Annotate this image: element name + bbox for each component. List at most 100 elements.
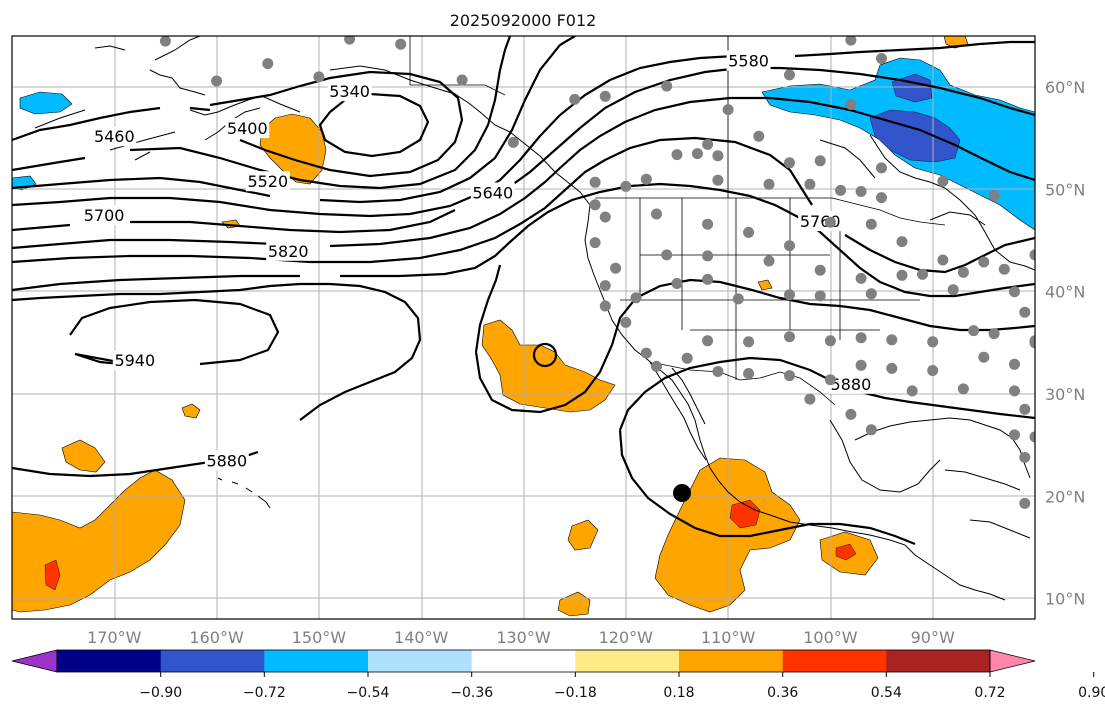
station-dot <box>865 218 877 230</box>
anomaly-region-small-2 <box>567 519 599 551</box>
colorbar-tick-label: 0.18 <box>663 685 694 701</box>
station-dot <box>1009 385 1020 397</box>
station-dot <box>743 336 755 348</box>
station-dot <box>1091 229 1102 240</box>
colorbar-segment <box>575 650 680 672</box>
station-dot <box>211 75 223 87</box>
anomaly-region-gulf-alaska <box>259 113 327 185</box>
station-dot <box>784 157 795 169</box>
longitude-tick-label: 110°W <box>701 628 756 647</box>
contour-label: 5400 <box>227 119 268 138</box>
station-dot <box>855 332 867 344</box>
colorbar-outline <box>56 649 991 673</box>
station-dot <box>1050 312 1061 323</box>
station-dot <box>784 370 795 382</box>
contour-label: 5340 <box>329 82 370 101</box>
station-dot <box>620 180 632 192</box>
contour-label-background <box>82 205 127 225</box>
colorbar-tick-label: 0.90 <box>1078 685 1105 701</box>
latitude-tick-labels: 10°N 20°N 30°N 40°N 50°N 60°N <box>1045 78 1085 608</box>
political-borders <box>409 36 946 406</box>
contour-label-background <box>726 50 771 71</box>
longitude-tick-label: 170°W <box>87 628 142 647</box>
station-dot <box>947 284 959 296</box>
station-dot <box>507 136 519 148</box>
colorbar-tick-label: 0.54 <box>871 685 902 701</box>
anomaly-region-small-1 <box>181 403 201 419</box>
station-dot <box>937 175 949 187</box>
colorbar-segment <box>679 650 784 672</box>
latitude-tick-label: 20°N <box>1045 487 1085 506</box>
colorbar-extend-low <box>11 649 58 673</box>
longitude-tick-labels: 170°W 160°W 150°W 140°W 130°W 120°W 110°W 100°W… <box>87 628 955 647</box>
station-dot <box>712 150 724 162</box>
contour-small-circle <box>532 342 558 368</box>
station-dot <box>599 211 611 223</box>
station-dot <box>681 352 693 364</box>
station-dot <box>876 53 887 64</box>
station-dot <box>1019 403 1031 415</box>
station-dot <box>651 360 662 372</box>
colorbar-segment <box>160 650 265 672</box>
colorbar: −0.90 −0.72 −0.54 −0.36 −0.18 0.18 0.36 0.54 0.7… <box>11 649 1105 701</box>
station-dot <box>845 408 857 420</box>
station-dot <box>1009 286 1020 298</box>
station-dot <box>640 173 652 185</box>
anomaly-region-small-7 <box>757 279 773 291</box>
station-dot <box>640 347 652 359</box>
station-dot <box>1009 429 1020 441</box>
station-dot <box>262 58 274 70</box>
station-dot <box>824 335 836 347</box>
station-dot <box>763 178 775 190</box>
contour-label: 5880 <box>831 375 872 394</box>
station-dot <box>917 268 928 280</box>
latitude-tick-label: 30°N <box>1045 385 1085 404</box>
colorbar-tick-label: −0.90 <box>139 685 182 701</box>
contour-label: 5820 <box>268 242 309 261</box>
colorbar-segment <box>471 650 576 672</box>
longitude-tick-label: 150°W <box>292 628 347 647</box>
station-dot <box>784 69 795 81</box>
station-dot <box>702 138 714 150</box>
station-dot <box>876 162 887 174</box>
contour-label-background <box>266 240 311 261</box>
colorbar-tick-label: −0.18 <box>554 685 597 701</box>
contour-5760 <box>12 136 1035 274</box>
colorbar-segment <box>264 650 369 672</box>
contour-label: 5940 <box>114 351 155 370</box>
station-dot <box>784 331 795 343</box>
station-dot <box>957 383 969 395</box>
contour-label-background <box>92 126 137 147</box>
station-dot <box>702 273 714 285</box>
station-dot <box>732 293 744 305</box>
coastline-pacific-islands <box>217 477 271 509</box>
station-dot <box>1070 256 1081 267</box>
contour-label-background <box>245 171 290 192</box>
station-dot <box>1029 431 1035 443</box>
contour-label-background <box>470 182 515 203</box>
longitude-tick-label: 160°W <box>189 628 244 647</box>
contour-label-background <box>112 350 157 371</box>
contour-5520 <box>12 36 576 204</box>
station-dot <box>886 334 898 346</box>
coastline-caribbean <box>944 469 1031 539</box>
station-dot <box>395 38 407 50</box>
longitude-tick-label: 90°W <box>911 628 955 647</box>
contour-label-background <box>204 450 249 471</box>
station-dot <box>824 374 836 386</box>
station-dot <box>988 328 1000 340</box>
station-dot <box>865 288 877 300</box>
anomaly-region-bering <box>19 91 73 115</box>
contour-5700 <box>12 96 1035 250</box>
station-dot <box>978 351 990 363</box>
station-dot <box>344 36 356 45</box>
storm-center-marker <box>673 484 691 502</box>
station-dot <box>906 385 918 397</box>
station-dot <box>835 184 847 196</box>
station-dot <box>824 216 836 228</box>
contour-5880-south <box>618 356 1035 546</box>
contour-label: 5700 <box>84 206 125 225</box>
station-dot <box>998 263 1010 275</box>
contour-5460 <box>12 106 211 142</box>
